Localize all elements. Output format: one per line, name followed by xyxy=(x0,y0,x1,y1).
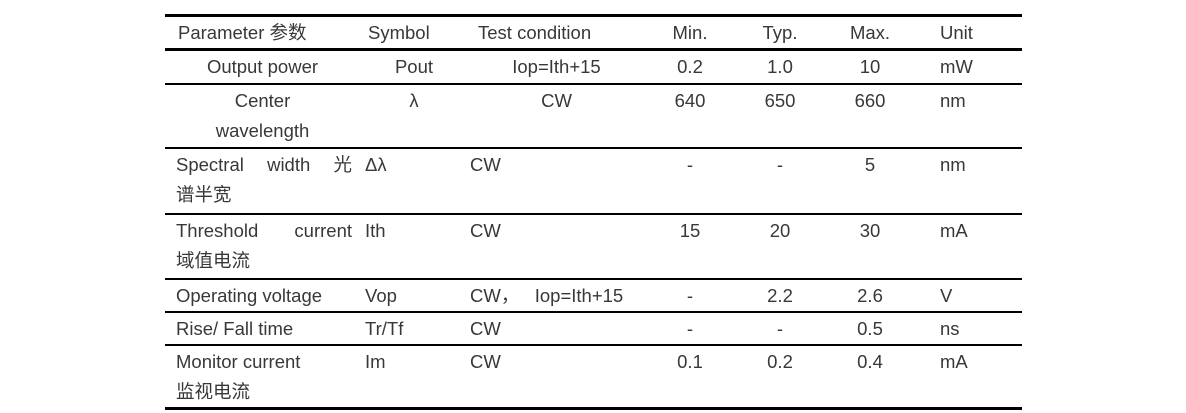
header-unit: Unit xyxy=(940,22,973,43)
condition-cell: CW， Iop=Ith+15 xyxy=(470,284,624,306)
param-line1: Center xyxy=(234,89,291,111)
table-row: Operating voltage Vop CW， Iop=Ith+15 - 2… xyxy=(165,279,1022,312)
max-cell: 30 xyxy=(859,219,881,241)
condition-cell: CW xyxy=(470,317,501,339)
max-cell: 10 xyxy=(859,56,881,77)
header-symbol: Symbol xyxy=(368,22,430,43)
typ-cell: 650 xyxy=(764,89,796,111)
param-line1: Monitor current xyxy=(176,350,301,372)
param-cell: Operating voltage xyxy=(165,279,360,312)
typ-cell: 1.0 xyxy=(767,56,793,77)
symbol-cell: Δλ xyxy=(365,153,387,175)
max-cell: 5 xyxy=(864,153,876,175)
header-row: Parameter 参数 Symbol Test condition Min. … xyxy=(165,16,1022,50)
table-row: Center wavelength λ CW 640 650 660 nm xyxy=(165,84,1022,148)
unit-cell: mW xyxy=(940,56,973,77)
typ-cell: 0.2 xyxy=(767,350,793,372)
typ-cell: - xyxy=(776,153,784,175)
param-line1: Rise/ Fall time xyxy=(176,317,294,339)
min-cell: 15 xyxy=(679,219,701,241)
min-cell: - xyxy=(686,317,694,339)
param-line2: 监视电流 xyxy=(176,380,251,402)
param-cell: Monitor current 监视电流 xyxy=(165,345,360,409)
symbol-cell: Vop xyxy=(365,284,397,306)
condition-cell: CW xyxy=(470,350,501,372)
min-cell: - xyxy=(686,284,694,306)
max-cell: 2.6 xyxy=(857,284,883,306)
unit-cell: nm xyxy=(940,153,966,175)
unit-cell: V xyxy=(940,284,953,306)
symbol-cell: Im xyxy=(365,350,386,372)
unit-cell: nm xyxy=(940,89,966,111)
table-row: Threshold current 域值电流 Ith CW 15 20 30 m… xyxy=(165,214,1022,279)
typ-cell: - xyxy=(776,317,784,339)
header-typ: Typ. xyxy=(762,22,798,43)
param-line2: 域值电流 xyxy=(176,249,251,271)
symbol-cell: Tr/Tf xyxy=(365,317,404,339)
unit-cell: mA xyxy=(940,219,968,241)
table-row: Rise/ Fall time Tr/Tf CW - - 0.5 ns xyxy=(165,312,1022,345)
param-line2: 谱半宽 xyxy=(176,183,232,205)
param-cell: Output power xyxy=(165,50,360,84)
param-cell: Center wavelength xyxy=(165,84,360,148)
param-line1: Threshold current xyxy=(176,219,352,241)
unit-cell: ns xyxy=(940,317,960,339)
max-cell: 0.5 xyxy=(857,317,883,339)
min-cell: - xyxy=(686,153,694,175)
table-row: Output power Pout Iop=Ith+15 0.2 1.0 10 … xyxy=(165,50,1022,84)
condition-cell: CW xyxy=(470,153,501,175)
param-cell: Threshold current 域值电流 xyxy=(165,214,360,279)
typ-cell: 2.2 xyxy=(767,284,793,306)
max-cell: 0.4 xyxy=(857,350,883,372)
symbol-cell: Ith xyxy=(365,219,386,241)
condition-cell: Iop=Ith+15 xyxy=(512,56,601,77)
param-cell: Rise/ Fall time xyxy=(165,312,360,345)
param-line1: Output power xyxy=(206,56,319,77)
typ-cell: 20 xyxy=(769,219,791,241)
min-cell: 0.2 xyxy=(677,56,703,77)
min-cell: 640 xyxy=(674,89,706,111)
param-line2: wavelength xyxy=(215,119,310,141)
spec-table: Parameter 参数 Symbol Test condition Min. … xyxy=(165,14,1022,410)
param-cell: Spectral width 光 谱半宽 xyxy=(165,148,360,214)
condition-cell: CW xyxy=(541,89,572,111)
min-cell: 0.1 xyxy=(677,350,703,372)
table-row: Monitor current 监视电流 Im CW 0.1 0.2 0.4 m… xyxy=(165,345,1022,409)
header-min: Min. xyxy=(672,22,708,43)
param-line1: Spectral width 光 xyxy=(176,153,352,175)
condition-cell: CW xyxy=(470,219,501,241)
header-parameter: Parameter 参数 xyxy=(178,22,307,43)
param-line1: Operating voltage xyxy=(176,284,323,306)
header-test-condition: Test condition xyxy=(478,22,592,43)
symbol-cell: Pout xyxy=(394,56,434,77)
header-max: Max. xyxy=(849,22,891,43)
table-row: Spectral width 光 谱半宽 Δλ CW - - 5 nm xyxy=(165,148,1022,214)
unit-cell: mA xyxy=(940,350,968,372)
symbol-cell: λ xyxy=(409,89,419,111)
max-cell: 660 xyxy=(854,89,886,111)
